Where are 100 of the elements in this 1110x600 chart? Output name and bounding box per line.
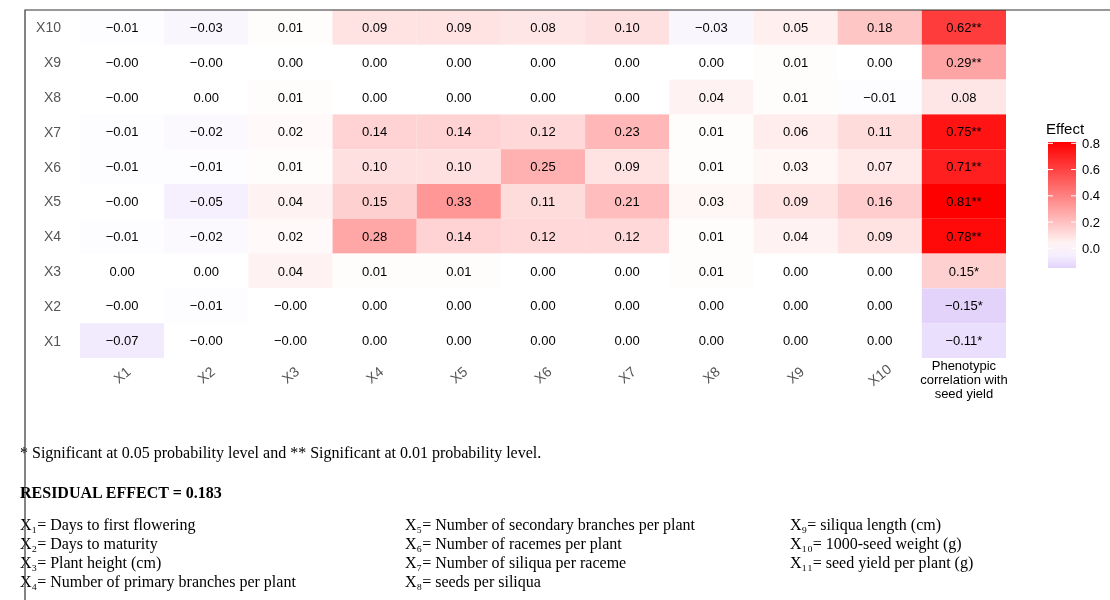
data-label: 0.11 xyxy=(867,124,892,140)
x-tick-label: X7 xyxy=(615,363,639,387)
data-label: 0.12 xyxy=(614,228,640,244)
data-label: −0.00 xyxy=(189,333,223,349)
y-tick-label: X10 xyxy=(36,19,62,36)
data-label: −0.00 xyxy=(105,54,139,70)
text: X₉= siliqua length (cm) xyxy=(790,516,942,534)
data-label: 0.06 xyxy=(782,124,809,140)
data-label: 0.00 xyxy=(614,54,640,70)
data-label: 0.00 xyxy=(530,263,556,279)
text: X₈= seeds per siliqua xyxy=(405,573,541,591)
data-label: 0.21 xyxy=(614,193,640,209)
data-label: 0.00 xyxy=(361,298,388,314)
text: X₄= Number of primary branches per plant xyxy=(20,573,297,591)
data-label: 0.00 xyxy=(614,263,640,279)
y-tick-label: X3 xyxy=(43,262,62,279)
data-label: −0.01 xyxy=(105,19,139,35)
data-label: 0.00 xyxy=(698,298,725,314)
data-label: 0.00 xyxy=(867,333,893,349)
text: X₂= Days to maturity xyxy=(20,535,158,553)
data-label: 0.00 xyxy=(530,89,556,105)
x-tick-label: X1 xyxy=(110,363,134,387)
data-label: 0.01 xyxy=(361,263,388,279)
data-label: 0.09 xyxy=(782,193,809,209)
data-label: 0.01 xyxy=(698,159,725,175)
data-label: 0.00 xyxy=(446,298,472,314)
x-tick-label: X2 xyxy=(194,363,219,387)
data-label: −0.00 xyxy=(105,298,139,314)
data-label: 0.01 xyxy=(698,124,725,140)
data-label: 0.62** xyxy=(946,19,982,35)
color-bar-title: Effect xyxy=(1046,120,1085,137)
x-tick-label: X5 xyxy=(447,363,471,387)
data-label: −0.01 xyxy=(863,89,897,105)
data-label: −0.07 xyxy=(105,333,139,349)
data-label: 0.01 xyxy=(698,228,725,244)
y-tick-label: X8 xyxy=(43,88,62,105)
data-label: 0.01 xyxy=(782,54,809,70)
data-label: −0.02 xyxy=(189,124,223,140)
data-label: 0.04 xyxy=(698,89,725,105)
data-label: −0.11* xyxy=(945,333,983,349)
data-label: 0.15 xyxy=(361,193,388,209)
data-label: 0.03 xyxy=(698,193,725,209)
data-label: 0.00 xyxy=(867,298,893,314)
data-label: 0.28 xyxy=(361,228,388,244)
x-tick-label: X4 xyxy=(362,363,387,387)
y-tick-label: X4 xyxy=(43,228,62,245)
data-label: 0.01 xyxy=(277,89,304,105)
data-label: 0.01 xyxy=(446,263,472,279)
data-label: −0.00 xyxy=(105,89,139,105)
data-label: 0.78** xyxy=(946,228,982,244)
color-bar-label: 0.4 xyxy=(1082,188,1101,204)
data-label: 0.75** xyxy=(946,124,982,140)
y-tick-label: X2 xyxy=(43,297,62,314)
data-label: 0.81** xyxy=(946,193,982,209)
data-label: 0.33 xyxy=(446,193,472,209)
text: X₁= Days to first flowering xyxy=(20,516,196,534)
data-label: 0.16 xyxy=(867,193,893,209)
data-label: 0.15* xyxy=(948,263,980,279)
data-label: −0.05 xyxy=(189,193,223,209)
data-label: 0.00 xyxy=(782,333,809,349)
color-bar-label: 0.0 xyxy=(1082,240,1101,256)
data-label: −0.01 xyxy=(189,298,223,314)
data-label: 0.00 xyxy=(782,298,809,314)
data-label: 0.25 xyxy=(530,159,556,175)
data-label: 0.09 xyxy=(867,228,893,244)
color-bar-label: 0.2 xyxy=(1082,214,1101,230)
data-label: 0.00 xyxy=(446,54,472,70)
data-label: 0.05 xyxy=(782,19,809,35)
text: X₅= Number of secondary branches per plant xyxy=(405,516,696,534)
data-label: −0.01 xyxy=(105,159,139,175)
data-label: 0.00 xyxy=(698,54,725,70)
text: X₆= Number of racemes per plant xyxy=(405,535,623,553)
data-label: 0.01 xyxy=(698,263,725,279)
y-tick-label: X1 xyxy=(43,332,62,349)
data-label: 0.00 xyxy=(446,89,472,105)
text: X₃= Plant height (cm) xyxy=(20,554,162,572)
y-tick-label: X9 xyxy=(43,54,62,71)
data-label: −0.03 xyxy=(694,19,728,35)
data-label: 0.11 xyxy=(530,193,556,209)
data-label: 0.04 xyxy=(277,193,304,209)
data-label: 0.00 xyxy=(109,263,135,279)
data-label: −0.00 xyxy=(274,298,307,314)
data-label: 0.00 xyxy=(530,298,556,314)
data-label: 0.02 xyxy=(277,228,304,244)
data-label: 0.00 xyxy=(277,54,304,70)
data-label: 0.14 xyxy=(446,124,472,140)
text: X₇= Number of siliqua per raceme xyxy=(405,554,627,572)
data-label: −0.00 xyxy=(105,193,139,209)
data-label: 0.00 xyxy=(361,89,388,105)
data-label: 0.00 xyxy=(614,333,640,349)
data-label: 0.01 xyxy=(782,89,809,105)
data-label: 0.04 xyxy=(277,263,304,279)
data-label: −0.01 xyxy=(105,228,139,244)
data-label: −0.01 xyxy=(105,124,139,140)
data-label: 0.00 xyxy=(361,54,388,70)
data-label: 0.00 xyxy=(867,263,893,279)
data-label: 0.03 xyxy=(782,159,809,175)
data-label: 0.01 xyxy=(277,19,304,35)
data-label: 0.00 xyxy=(782,263,809,279)
color-bar-label: 0.8 xyxy=(1082,135,1101,151)
